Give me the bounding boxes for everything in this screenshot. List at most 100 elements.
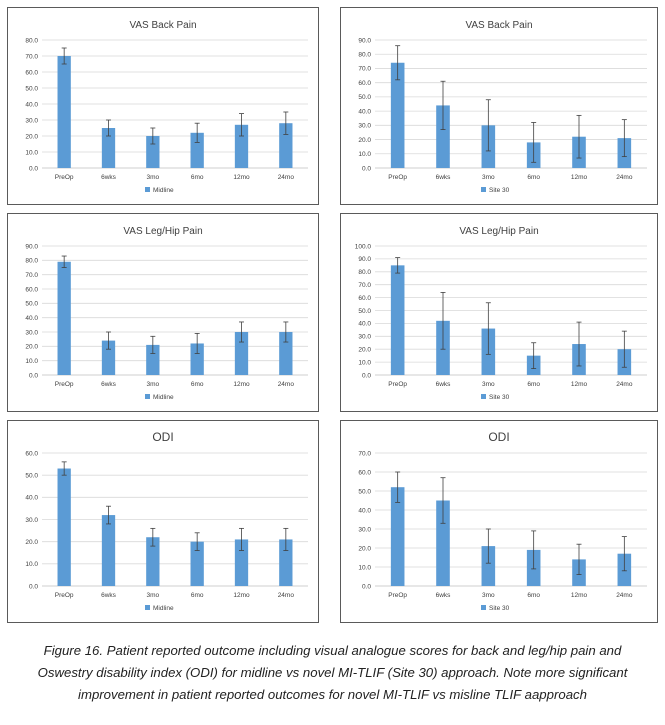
y-tick-label: 30.0 bbox=[25, 517, 38, 524]
y-tick-label: 10.0 bbox=[25, 561, 38, 568]
y-tick-label: 20.0 bbox=[358, 545, 371, 552]
x-tick-label: 6mo bbox=[191, 592, 204, 599]
x-tick-label: 12mo bbox=[571, 592, 588, 599]
x-tick-label: 3mo bbox=[147, 381, 160, 388]
x-tick-label: 6mo bbox=[191, 174, 204, 181]
y-tick-label: 70.0 bbox=[25, 272, 38, 279]
y-tick-label: 40.0 bbox=[358, 507, 371, 514]
bar-6mo bbox=[190, 132, 204, 168]
y-tick-label: 80.0 bbox=[358, 52, 371, 59]
bar-6mo bbox=[190, 541, 204, 586]
legend-swatch bbox=[145, 394, 150, 399]
y-tick-label: 30.0 bbox=[358, 123, 371, 130]
y-tick-label: 40.0 bbox=[358, 108, 371, 115]
bar-24mo bbox=[279, 332, 293, 375]
y-tick-label: 60.0 bbox=[25, 69, 38, 76]
y-tick-label: 60.0 bbox=[358, 295, 371, 302]
legend-swatch bbox=[481, 605, 486, 610]
x-tick-label: 6wks bbox=[436, 174, 452, 181]
chart-svg-c1: VAS Back Pain 0.0 10.0 20.0 30.0 40.0 50.0 60.0… bbox=[25, 20, 308, 194]
legend-swatch bbox=[481, 187, 486, 192]
legend-label: Site 30 bbox=[489, 187, 510, 194]
bar-6wks bbox=[101, 128, 116, 168]
bar-3mo bbox=[146, 537, 160, 586]
x-tick-label: 3mo bbox=[147, 592, 160, 599]
y-tick-label: 20.0 bbox=[25, 344, 38, 351]
y-tick-label: 10.0 bbox=[358, 359, 371, 366]
x-tick-label: 6wks bbox=[436, 381, 452, 388]
y-tick-label: 20.0 bbox=[358, 137, 371, 144]
chart-svg-c2: VAS Back Pain 0.0 10.0 20.0 30.0 40.0 50.0 60.0… bbox=[358, 20, 647, 194]
y-tick-label: 40.0 bbox=[25, 101, 38, 108]
bar-6wks bbox=[101, 340, 116, 375]
y-tick-label: 60.0 bbox=[25, 450, 38, 457]
x-tick-label: 12mo bbox=[233, 174, 250, 181]
y-tick-label: 20.0 bbox=[25, 539, 38, 546]
chart-svg-c3: VAS Leg/Hip Pain 0.0 10.0 20.0 30.0 40.0 50.0 6… bbox=[25, 226, 308, 401]
x-tick-label: 3mo bbox=[482, 381, 495, 388]
y-tick-label: 40.0 bbox=[25, 315, 38, 322]
x-tick-label: 12mo bbox=[233, 381, 250, 388]
y-tick-label: 10.0 bbox=[358, 564, 371, 571]
caption-line-1: Figure 16. Patient reported outcome incl… bbox=[43, 643, 622, 658]
y-tick-label: 60.0 bbox=[358, 469, 371, 476]
caption-line-3: improvement in patient reported outcomes… bbox=[78, 687, 587, 702]
legend-swatch bbox=[145, 605, 150, 610]
x-tick-label: 6mo bbox=[191, 381, 204, 388]
x-tick-label: 24mo bbox=[616, 381, 633, 388]
bar-6mo bbox=[190, 343, 204, 375]
y-tick-label: 50.0 bbox=[358, 488, 371, 495]
bar-12mo bbox=[234, 124, 249, 168]
x-tick-label: 12mo bbox=[571, 174, 588, 181]
x-tick-label: 3mo bbox=[482, 592, 495, 599]
x-tick-label: PreOp bbox=[55, 381, 74, 388]
chart-title: ODI bbox=[152, 430, 173, 444]
y-tick-label: 60.0 bbox=[25, 286, 38, 293]
chart-title: VAS Leg/Hip Pain bbox=[459, 226, 538, 237]
bar-preop bbox=[57, 468, 71, 586]
bar-6wks bbox=[436, 105, 450, 168]
x-tick-label: 24mo bbox=[278, 381, 295, 388]
caption-line-2: Oswestry disability index (ODI) for midl… bbox=[37, 665, 628, 680]
x-tick-label: 3mo bbox=[482, 174, 495, 181]
x-tick-label: 3mo bbox=[147, 174, 160, 181]
y-tick-label: 70.0 bbox=[358, 450, 371, 457]
bar-6wks bbox=[436, 500, 450, 586]
y-tick-label: 50.0 bbox=[358, 94, 371, 101]
y-tick-label: 30.0 bbox=[358, 526, 371, 533]
chart-panel-vas-back-site30: VAS Back Pain 0.0 10.0 20.0 30.0 40.0 50.0 60.0… bbox=[340, 7, 658, 205]
legend-label: Midline bbox=[153, 187, 174, 194]
x-tick-label: 24mo bbox=[616, 592, 633, 599]
bar-preop bbox=[57, 261, 71, 375]
y-tick-label: 80.0 bbox=[25, 258, 38, 265]
chart-title: VAS Back Pain bbox=[129, 20, 196, 31]
bar-3mo bbox=[146, 344, 160, 375]
chart-panel-vas-leg-site30: VAS Leg/Hip Pain 0.0 10.0 20.0 30.0 40.0 50.0 6… bbox=[340, 213, 658, 412]
x-tick-label: PreOp bbox=[388, 174, 407, 181]
chart-svg-c4: VAS Leg/Hip Pain 0.0 10.0 20.0 30.0 40.0 50.0 6… bbox=[355, 226, 647, 401]
bar-preop bbox=[390, 265, 405, 375]
y-tick-label: 10.0 bbox=[358, 151, 371, 158]
y-tick-label: 30.0 bbox=[25, 329, 38, 336]
legend-label: Site 30 bbox=[489, 605, 510, 612]
bar-12mo bbox=[234, 539, 249, 586]
bar-12mo bbox=[234, 332, 249, 375]
chart-panel-vas-leg-midline: VAS Leg/Hip Pain 0.0 10.0 20.0 30.0 40.0 50.0 6… bbox=[7, 213, 319, 412]
y-tick-label: 10.0 bbox=[25, 358, 38, 365]
x-tick-label: 6mo bbox=[527, 592, 540, 599]
legend-label: Midline bbox=[153, 605, 174, 612]
x-tick-label: 6mo bbox=[527, 174, 540, 181]
x-tick-label: 12mo bbox=[571, 381, 588, 388]
legend-label: Site 30 bbox=[489, 394, 510, 401]
x-tick-label: PreOp bbox=[388, 381, 407, 388]
x-tick-label: 24mo bbox=[278, 592, 295, 599]
bar-24mo bbox=[279, 123, 293, 168]
x-tick-label: PreOp bbox=[388, 592, 407, 599]
y-tick-label: 50.0 bbox=[25, 301, 38, 308]
bar-6wks bbox=[101, 515, 116, 586]
y-tick-label: 0.0 bbox=[362, 583, 371, 590]
chart-panel-vas-back-midline: VAS Back Pain 0.0 10.0 20.0 30.0 40.0 50.0 60.0… bbox=[7, 7, 319, 205]
y-tick-label: 0.0 bbox=[362, 372, 371, 379]
y-tick-label: 90.0 bbox=[25, 243, 38, 250]
bar-preop bbox=[57, 56, 71, 168]
